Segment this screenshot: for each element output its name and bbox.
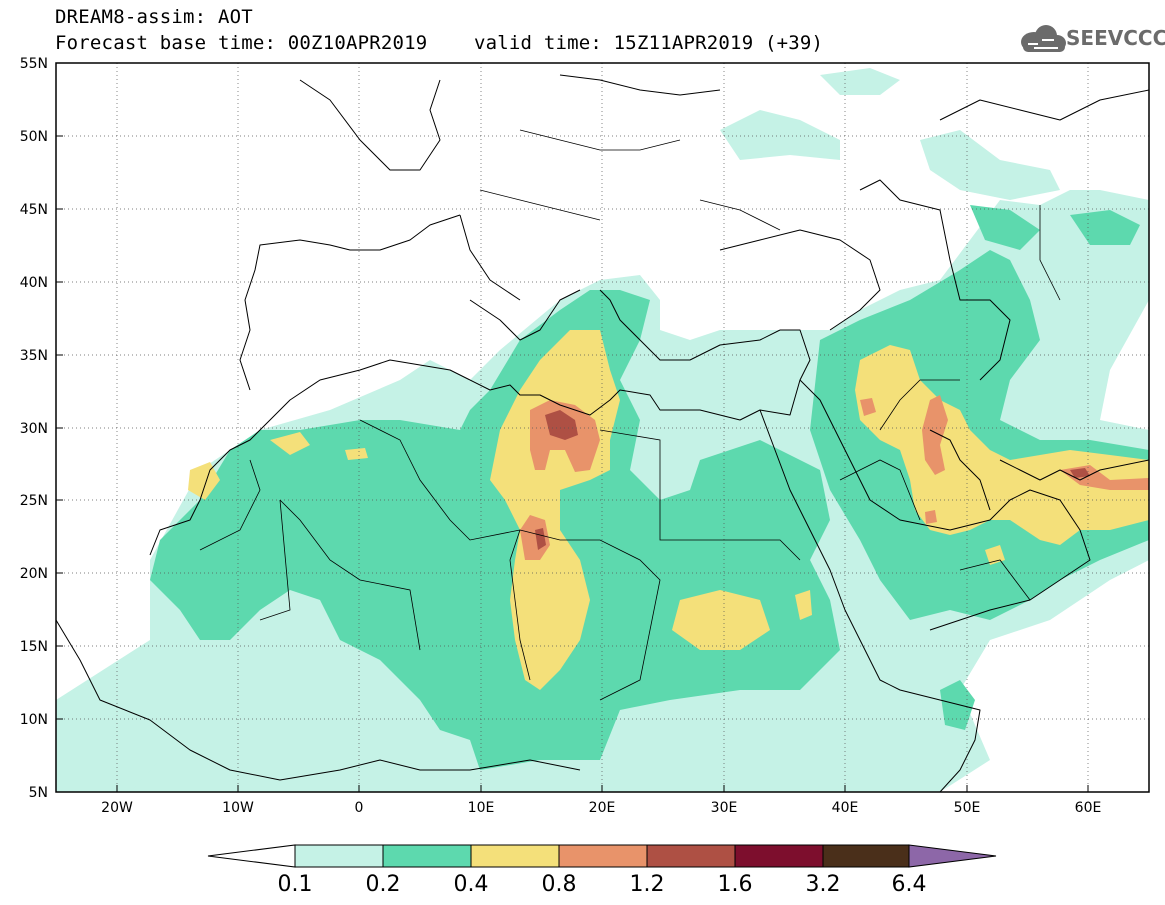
lat-label: 40N bbox=[20, 275, 48, 291]
legend-swatch-above bbox=[908, 844, 997, 868]
lat-label: 55N bbox=[20, 56, 48, 72]
legend-swatch bbox=[470, 844, 560, 868]
legend-label: 1.6 bbox=[717, 872, 753, 897]
lat-label: 30N bbox=[20, 421, 48, 437]
logo-text: SEEVCCC bbox=[1066, 26, 1165, 50]
legend-label: 0.4 bbox=[453, 872, 489, 897]
lon-label: 50E bbox=[954, 800, 981, 816]
lat-label: 50N bbox=[20, 129, 48, 145]
lon-label: 10E bbox=[468, 800, 495, 816]
legend-swatch bbox=[646, 844, 736, 868]
cloud-logo-icon bbox=[1021, 25, 1066, 52]
legend-label: 3.2 bbox=[805, 872, 841, 897]
legend-swatch bbox=[734, 844, 824, 868]
legend-swatch bbox=[382, 844, 472, 868]
lon-label: 30E bbox=[711, 800, 738, 816]
lon-label: 20E bbox=[589, 800, 616, 816]
lat-label: 15N bbox=[20, 639, 48, 655]
aot-shade-1.2 bbox=[535, 410, 1090, 550]
coastlines bbox=[56, 74, 1149, 792]
color-legend bbox=[207, 844, 997, 868]
graticule bbox=[56, 63, 1149, 792]
lat-label: 25N bbox=[20, 493, 48, 509]
lat-label: 10N bbox=[20, 712, 48, 728]
legend-label: 6.4 bbox=[891, 872, 927, 897]
legend-label: 1.2 bbox=[629, 872, 665, 897]
legend-label: 0.8 bbox=[541, 872, 577, 897]
lon-label: 60E bbox=[1075, 800, 1102, 816]
lat-label: 20N bbox=[20, 566, 48, 582]
lon-label: 10W bbox=[222, 800, 254, 816]
map-title: DREAM8-assim: AOT bbox=[55, 6, 253, 28]
legend-label: 0.2 bbox=[365, 872, 401, 897]
legend-swatch bbox=[294, 844, 384, 868]
legend-swatch bbox=[558, 844, 648, 868]
lon-label: 0 bbox=[355, 800, 364, 816]
lon-label: 40E bbox=[832, 800, 859, 816]
legend-label: 0.1 bbox=[277, 872, 313, 897]
forecast-times: Forecast base time: 00Z10APR2019 valid t… bbox=[55, 32, 824, 54]
country-borders bbox=[199, 129, 1061, 701]
lon-label: 20W bbox=[101, 800, 133, 816]
lat-label: 35N bbox=[20, 348, 48, 364]
lat-label: 5N bbox=[29, 785, 48, 801]
legend-swatch-below bbox=[207, 844, 296, 868]
legend-swatch bbox=[822, 844, 910, 868]
lat-label: 45N bbox=[20, 202, 48, 218]
